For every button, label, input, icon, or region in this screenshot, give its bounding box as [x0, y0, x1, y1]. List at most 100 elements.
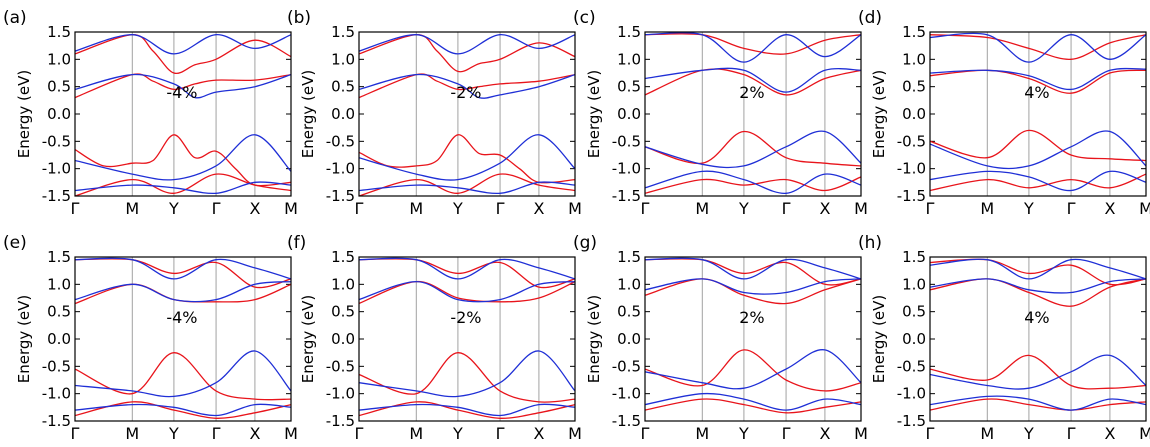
strain-annotation: 4% [1024, 308, 1049, 327]
band-red [75, 134, 291, 187]
band-red [75, 173, 291, 196]
plot-frame [644, 31, 862, 197]
band-blue [75, 280, 291, 303]
band-blue [930, 130, 1146, 170]
y-tick-label: -0.5 [612, 132, 641, 150]
kpoint-label: Γ [782, 199, 791, 218]
band-red [930, 354, 1146, 390]
y-tick-label: -0.5 [326, 132, 355, 150]
band-blue [930, 170, 1146, 192]
kpoint-label: Γ [71, 424, 80, 443]
kpoint-label: X [819, 424, 830, 443]
band-red [930, 278, 1146, 307]
kpoint-label: Γ [355, 424, 364, 443]
band-blue [930, 395, 1146, 411]
panel-h: (h)Energy (eV)1.51.00.50.0-0.5-1.0-1.5Γ M… [858, 233, 1150, 443]
y-tick-label: 0.5 [902, 303, 926, 321]
kpoint-label: Y [1023, 199, 1034, 218]
panel-label: (e) [3, 233, 27, 253]
y-tick-label: 0.5 [902, 78, 926, 96]
panel-label: (c) [573, 8, 596, 28]
band-blue [359, 350, 575, 398]
kpoint-label: X [533, 199, 544, 218]
y-tick-label: -1.5 [897, 412, 926, 430]
strain-annotation: 2% [739, 308, 764, 327]
kpoint-label: M [284, 424, 298, 443]
kpoint-label: Y [168, 424, 179, 443]
y-tick-label: 1.0 [617, 50, 641, 68]
band-blue [645, 349, 861, 390]
y-tick-label: 0.0 [47, 105, 71, 123]
band-red [359, 401, 575, 419]
strain-annotation: -2% [450, 83, 481, 102]
band-blue [359, 257, 575, 280]
bands [359, 34, 575, 196]
y-axis-label: Energy (eV) [15, 70, 33, 158]
kpoint-label: M [125, 199, 139, 218]
kpoint-label: X [819, 199, 830, 218]
band-blue [930, 32, 1146, 63]
plot-frame [74, 31, 292, 197]
y-tick-label: -0.5 [42, 357, 71, 375]
y-tick-label: 1.0 [902, 275, 926, 293]
panel-label: (b) [287, 8, 311, 28]
band-red [359, 173, 575, 196]
band-red [75, 401, 291, 419]
y-tick-label: 0.5 [331, 78, 355, 96]
kpoint-label: M [980, 424, 994, 443]
band-blue [75, 181, 291, 195]
kpoint-label: Y [452, 199, 463, 218]
kpoint-label: M [568, 199, 582, 218]
y-tick-label: 1.5 [47, 248, 71, 266]
kpoint-label: Γ [212, 424, 221, 443]
kpoint-label: Γ [355, 199, 364, 218]
y-tick-label: 1.0 [47, 50, 71, 68]
y-tick-label: -1.5 [612, 187, 641, 205]
kpoint-label: M [695, 424, 709, 443]
kpoint-label: M [980, 199, 994, 218]
y-tick-label: -1.5 [326, 187, 355, 205]
kpoint-label: M [854, 199, 868, 218]
y-tick-label: 1.5 [902, 23, 926, 41]
plot-frame [644, 256, 862, 422]
kpoint-label: M [1139, 424, 1150, 443]
y-tick-label: -1.0 [326, 160, 355, 178]
band-red [930, 34, 1146, 60]
kpoint-label: Γ [1067, 424, 1076, 443]
panel-b: (b)Energy (eV)1.51.00.50.0-0.5-1.0-1.5Γ M… [287, 8, 582, 218]
kpoint-label: Y [738, 199, 749, 218]
plot-frame [929, 31, 1147, 197]
band-blue [359, 280, 575, 303]
band-red [645, 130, 861, 167]
y-tick-label: 1.5 [617, 248, 641, 266]
kpoint-label: Γ [496, 199, 505, 218]
band-blue [359, 134, 575, 181]
y-tick-label: -1.0 [612, 385, 641, 403]
band-red [75, 34, 291, 75]
kpoint-label: M [409, 199, 423, 218]
y-tick-label: 1.0 [47, 275, 71, 293]
plot-frame [74, 256, 292, 422]
y-tick-label: 0.5 [617, 303, 641, 321]
bands [359, 257, 575, 419]
y-tick-label: 0.0 [902, 330, 926, 348]
kpoint-label: X [249, 424, 260, 443]
band-red [359, 352, 575, 403]
y-tick-label: -1.0 [897, 385, 926, 403]
band-red [930, 173, 1146, 192]
y-tick-label: -1.0 [897, 160, 926, 178]
strain-annotation: 4% [1024, 83, 1049, 102]
bands [645, 257, 861, 414]
y-tick-label: -1.0 [42, 385, 71, 403]
band-blue [75, 257, 291, 280]
y-tick-label: -0.5 [326, 357, 355, 375]
kpoint-label: M [695, 199, 709, 218]
y-tick-label: -1.0 [42, 160, 71, 178]
plot-frame [358, 256, 576, 422]
y-tick-label: 1.5 [902, 248, 926, 266]
y-tick-label: 1.5 [331, 23, 355, 41]
y-tick-label: -1.0 [612, 160, 641, 178]
band-red [930, 129, 1146, 162]
kpoint-label: M [284, 199, 298, 218]
